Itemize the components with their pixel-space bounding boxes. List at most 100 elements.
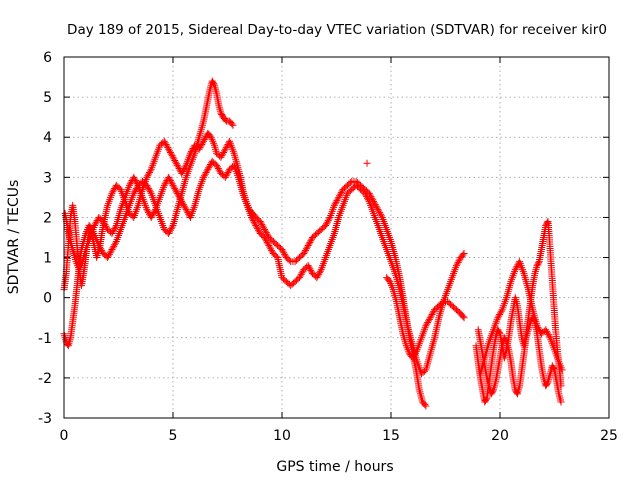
- data-point: [377, 210, 385, 218]
- data-point: [259, 222, 267, 230]
- x-tick-label: 20: [491, 428, 509, 444]
- data-point: [176, 194, 184, 202]
- data-point: [166, 228, 174, 236]
- data-point: [295, 274, 303, 282]
- data-point: [109, 244, 117, 252]
- data-point: [322, 220, 330, 228]
- data-point: [424, 319, 432, 327]
- data-point: [210, 80, 218, 88]
- data-point: [279, 247, 287, 255]
- data-point: [108, 189, 116, 197]
- data-point: [332, 198, 340, 206]
- y-tick-label: -1: [38, 331, 52, 347]
- data-point: [164, 144, 172, 152]
- data-point: [267, 245, 275, 253]
- x-tick-label: 5: [169, 428, 178, 444]
- data-point: [304, 262, 312, 270]
- data-point: [151, 207, 159, 215]
- data-point: [147, 213, 155, 221]
- data-point: [219, 150, 227, 158]
- data-point: [179, 199, 187, 207]
- data-point: [144, 207, 152, 215]
- data-points: [60, 77, 566, 410]
- data-point: [254, 226, 262, 234]
- data-point: [166, 226, 174, 234]
- data-point: [331, 200, 339, 208]
- data-point: [542, 326, 550, 334]
- y-tick-label: -2: [38, 371, 52, 387]
- data-point: [261, 234, 269, 241]
- data-point: [168, 180, 176, 188]
- data-point: [266, 243, 274, 251]
- data-point: [334, 195, 342, 203]
- data-point: [144, 183, 152, 191]
- data-point: [423, 320, 431, 328]
- data-point: [170, 155, 178, 163]
- data-point: [280, 249, 288, 257]
- data-point: [252, 221, 260, 229]
- data-point: [172, 188, 180, 196]
- data-point: [180, 165, 188, 173]
- data-point: [111, 239, 119, 247]
- data-point: [302, 246, 310, 254]
- data-point: [302, 245, 310, 253]
- data-point: [248, 215, 256, 223]
- data-point: [543, 379, 551, 387]
- data-point: [166, 147, 174, 155]
- data-point: [160, 137, 168, 145]
- data-point: [330, 201, 338, 209]
- data-point: [204, 165, 212, 173]
- data-point: [166, 175, 174, 183]
- data-point: [454, 258, 462, 266]
- data-point: [362, 191, 370, 199]
- data-point: [306, 265, 314, 273]
- data-point: [558, 366, 566, 374]
- data-point: [126, 180, 134, 188]
- data-point: [534, 323, 542, 331]
- data-point: [324, 217, 332, 225]
- data-point: [261, 227, 269, 235]
- data-point: [182, 205, 190, 213]
- data-point: [306, 238, 314, 246]
- data-point: [91, 220, 99, 228]
- data-point: [181, 204, 189, 212]
- data-point: [363, 193, 371, 201]
- data-point: [167, 225, 175, 233]
- data-point: [97, 245, 105, 253]
- data-point: [109, 228, 117, 236]
- data-point: [494, 314, 502, 322]
- data-point: [107, 247, 115, 255]
- data-point: [409, 354, 417, 362]
- data-point: [169, 181, 177, 189]
- y-tick-label: 4: [43, 130, 52, 146]
- data-point: [322, 221, 330, 229]
- data-point: [535, 325, 543, 333]
- data-point: [110, 186, 118, 194]
- data-point: [111, 241, 119, 249]
- data-point: [224, 169, 232, 177]
- data-point: [173, 189, 181, 197]
- data-point: [229, 121, 237, 129]
- data-point: [495, 312, 503, 320]
- data-point: [429, 309, 437, 317]
- data-point: [264, 240, 272, 248]
- data-point: [130, 189, 138, 197]
- data-point: [143, 173, 151, 181]
- data-point: [172, 158, 180, 166]
- data-point: [411, 351, 419, 359]
- data-point: [221, 173, 229, 181]
- data-point: [422, 322, 430, 330]
- data-point: [174, 163, 182, 171]
- data-point: [102, 222, 110, 230]
- data-point: [261, 225, 269, 233]
- data-point: [174, 191, 182, 199]
- data-point: [200, 172, 208, 180]
- data-point: [145, 170, 153, 178]
- data-point: [214, 165, 222, 173]
- data-point: [455, 257, 463, 265]
- data-point: [130, 173, 138, 181]
- data-point: [203, 167, 211, 175]
- data-point: [497, 307, 505, 315]
- plot-frame: [63, 56, 610, 419]
- data-point: [133, 180, 141, 188]
